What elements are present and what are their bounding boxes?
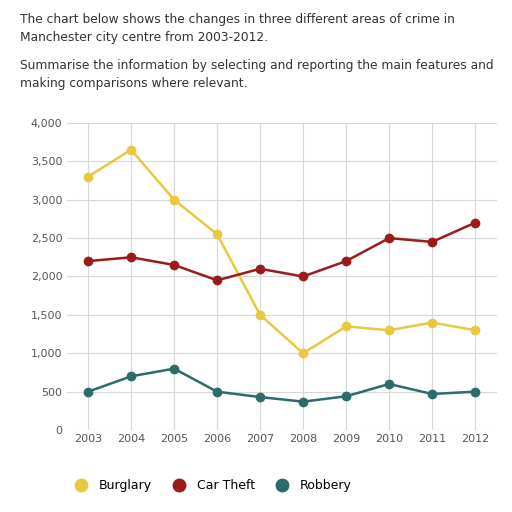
Text: Manchester city centre from 2003-2012.: Manchester city centre from 2003-2012. [20,31,268,44]
Legend: Burglary, Car Theft, Robbery: Burglary, Car Theft, Robbery [69,479,352,493]
Text: making comparisons where relevant.: making comparisons where relevant. [20,77,248,90]
Text: The chart below shows the changes in three different areas of crime in: The chart below shows the changes in thr… [20,13,455,26]
Text: Summarise the information by selecting and reporting the main features and: Summarise the information by selecting a… [20,59,494,72]
